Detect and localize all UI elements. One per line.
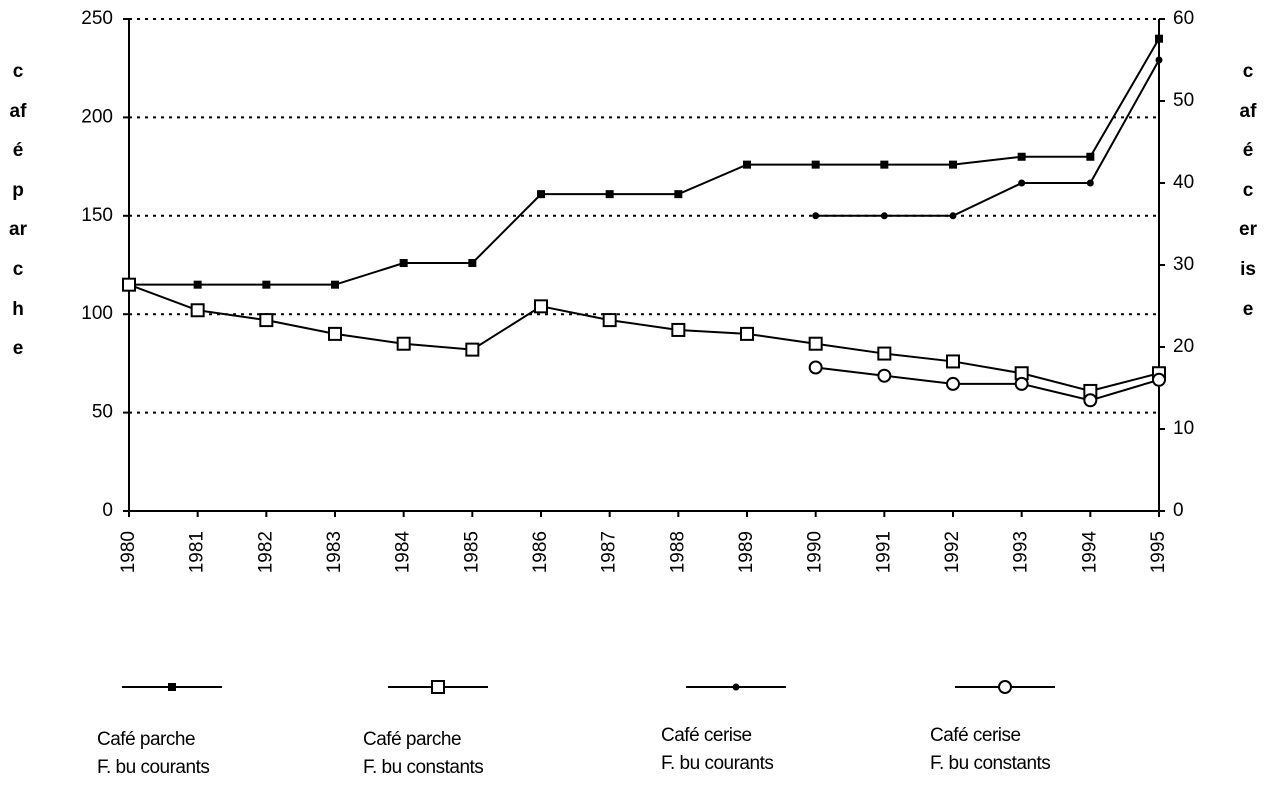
legend-marker — [168, 683, 176, 691]
marker — [946, 354, 960, 369]
legend-marker — [431, 680, 445, 694]
marker — [1086, 152, 1095, 161]
series-line — [815, 59, 1160, 217]
series-line — [815, 366, 1160, 402]
y-axis-label: café parche — [9, 61, 29, 360]
marker — [331, 280, 339, 289]
legend-label: Café parche F. bu courants — [97, 729, 210, 778]
x-tick-label: 1988 — [667, 531, 688, 573]
marker — [808, 360, 823, 375]
legend-label: Café cerise F. bu courants — [661, 725, 774, 774]
marker — [880, 160, 889, 169]
y2-tick-label: 60 — [1173, 8, 1194, 29]
y-tick-label: 150 — [81, 205, 113, 226]
marker — [740, 326, 754, 341]
marker — [877, 368, 892, 383]
legend-marker — [998, 680, 1012, 694]
marker — [468, 259, 477, 268]
y2-tick-label: 0 — [1173, 500, 1184, 521]
marker — [193, 280, 202, 289]
x-tick-label: 1983 — [324, 531, 345, 573]
x-tick-label: 1981 — [187, 531, 208, 573]
marker — [671, 322, 686, 337]
marker — [949, 212, 957, 220]
marker — [190, 303, 205, 318]
marker — [537, 190, 545, 199]
x-tick-label: 1982 — [255, 531, 276, 573]
y-tick-label: 250 — [81, 8, 113, 29]
marker — [812, 212, 820, 220]
marker — [1018, 179, 1026, 187]
x-tick-label: 1991 — [873, 531, 894, 573]
x-tick-label: 1989 — [736, 531, 757, 573]
x-tick-label: 1985 — [461, 531, 482, 573]
x-tick-label: 1993 — [1011, 531, 1032, 573]
y2-axis-label: café cerise — [1239, 61, 1259, 320]
marker — [605, 190, 614, 199]
marker — [396, 336, 411, 351]
marker — [946, 376, 960, 391]
marker — [877, 346, 892, 361]
marker — [808, 336, 823, 351]
legend-label: Café cerise F. bu constants — [930, 725, 1051, 774]
y2-tick-label: 40 — [1173, 172, 1194, 193]
marker — [1086, 179, 1094, 187]
x-tick-label: 1980 — [118, 531, 139, 573]
y-tick-label: 100 — [81, 303, 113, 324]
x-tick-label: 1986 — [530, 531, 551, 573]
marker — [811, 160, 820, 169]
marker — [328, 326, 342, 341]
marker — [1155, 56, 1163, 64]
marker — [399, 259, 408, 268]
y2-tick-label: 50 — [1173, 90, 1194, 111]
x-tick-label: 1992 — [942, 531, 963, 573]
marker — [1083, 393, 1098, 408]
marker — [465, 342, 480, 357]
marker — [534, 299, 548, 314]
x-tick-label: 1994 — [1079, 531, 1100, 574]
x-tick-label: 1987 — [599, 531, 620, 573]
legend-label: Café parche F. bu constants — [363, 729, 484, 778]
marker — [674, 190, 683, 199]
series-line — [129, 38, 1160, 286]
marker — [262, 280, 271, 289]
series-line — [128, 283, 1160, 392]
x-tick-label: 1984 — [393, 531, 414, 574]
y-tick-label: 50 — [92, 402, 113, 423]
marker — [1014, 376, 1029, 391]
marker — [122, 277, 136, 292]
x-tick-label: 1995 — [1148, 531, 1169, 573]
y-tick-label: 0 — [102, 500, 113, 521]
marker — [1017, 152, 1026, 161]
marker — [949, 160, 957, 169]
marker — [1155, 34, 1163, 43]
marker — [1152, 372, 1166, 387]
marker — [880, 212, 888, 220]
y2-tick-label: 20 — [1173, 336, 1194, 357]
marker — [743, 160, 751, 169]
y2-tick-label: 30 — [1173, 254, 1194, 275]
y-tick-label: 200 — [81, 106, 113, 127]
y2-tick-label: 10 — [1173, 418, 1194, 439]
legend-marker — [732, 683, 740, 691]
marker — [259, 313, 274, 328]
x-tick-label: 1990 — [805, 531, 826, 573]
marker — [602, 313, 617, 328]
